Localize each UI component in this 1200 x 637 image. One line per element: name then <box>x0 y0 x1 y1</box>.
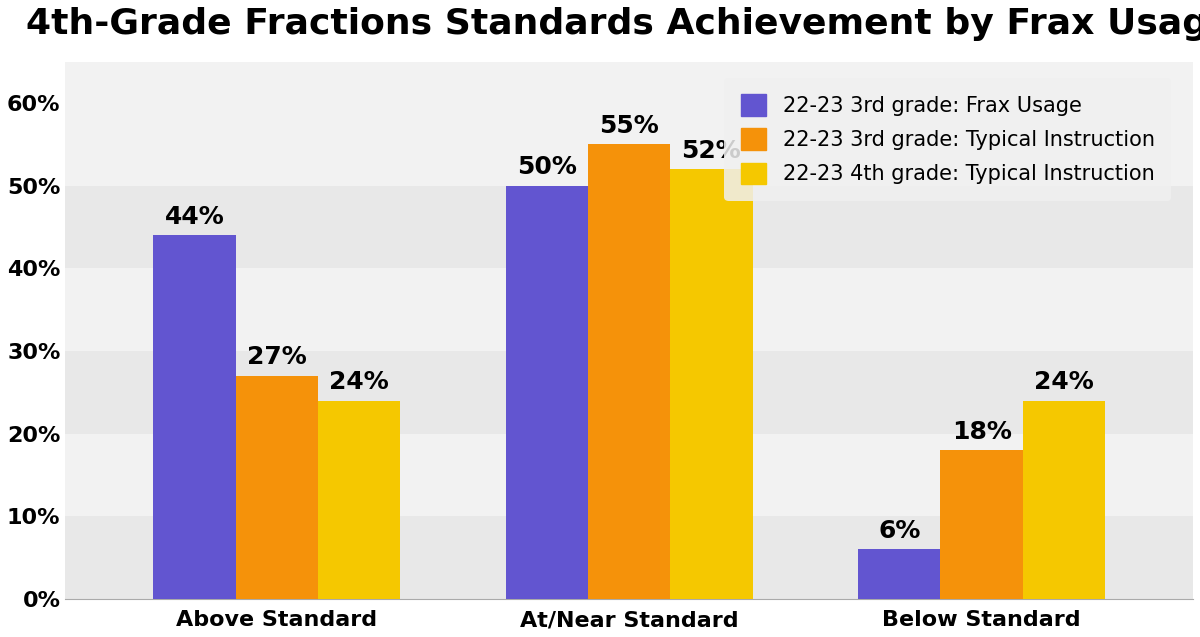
Bar <box>318 401 400 599</box>
Text: 50%: 50% <box>517 155 577 179</box>
Bar <box>65 268 1193 351</box>
Bar <box>65 62 1193 103</box>
Bar <box>506 186 588 599</box>
Bar <box>671 169 752 599</box>
Title: 4th-Grade Fractions Standards Achievement by Frax Usage: 4th-Grade Fractions Standards Achievemen… <box>26 7 1200 41</box>
Text: 6%: 6% <box>878 519 920 543</box>
Text: 27%: 27% <box>247 345 307 369</box>
Bar <box>235 376 318 599</box>
Text: 44%: 44% <box>164 204 224 229</box>
Bar <box>65 434 1193 517</box>
Text: 52%: 52% <box>682 139 742 162</box>
Bar <box>65 186 1193 268</box>
Bar <box>1022 401 1105 599</box>
Legend: 22-23 3rd grade: Frax Usage, 22-23 3rd grade: Typical Instruction, 22-23 4th gra: 22-23 3rd grade: Frax Usage, 22-23 3rd g… <box>725 78 1171 201</box>
Text: 18%: 18% <box>952 420 1012 443</box>
Text: 55%: 55% <box>599 114 659 138</box>
Text: 24%: 24% <box>1034 370 1093 394</box>
Bar <box>65 103 1193 186</box>
Bar <box>588 145 671 599</box>
Bar <box>65 351 1193 434</box>
Bar <box>65 517 1193 599</box>
Bar <box>858 549 941 599</box>
Text: 24%: 24% <box>329 370 389 394</box>
Bar <box>941 450 1022 599</box>
Bar <box>154 235 235 599</box>
